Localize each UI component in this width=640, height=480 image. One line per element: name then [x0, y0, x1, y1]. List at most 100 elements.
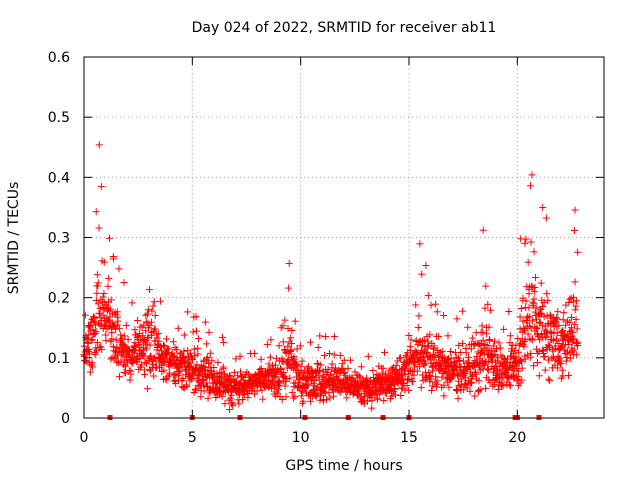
data-point — [282, 393, 290, 401]
data-point — [316, 332, 324, 340]
data-point — [166, 369, 174, 377]
data-point — [177, 349, 185, 357]
data-point — [417, 384, 425, 392]
data-point — [491, 337, 499, 345]
data-point — [271, 374, 279, 382]
data-point — [111, 347, 119, 355]
data-point — [168, 349, 176, 357]
data-point — [251, 349, 259, 357]
data-point — [189, 328, 197, 336]
data-point — [569, 336, 577, 344]
data-point — [490, 381, 498, 389]
data-point — [226, 406, 234, 414]
y-tick-label: 0 — [61, 411, 70, 427]
data-point — [229, 401, 237, 409]
data-point — [197, 393, 205, 401]
data-point — [494, 385, 502, 393]
data-point — [330, 351, 338, 359]
data-point — [537, 309, 545, 317]
data-point — [475, 387, 483, 395]
data-point — [142, 345, 150, 353]
data-point — [139, 332, 147, 340]
data-point — [133, 358, 141, 366]
y-axis-label: SRMTID / TECUs — [6, 182, 22, 295]
data-point — [415, 312, 423, 320]
data-point — [554, 308, 562, 316]
data-point — [476, 386, 484, 394]
data-point — [568, 313, 576, 321]
data-point — [368, 404, 376, 412]
data-point — [110, 322, 118, 330]
data-point — [94, 279, 102, 287]
data-point — [363, 397, 371, 405]
data-point — [365, 381, 373, 389]
data-point — [328, 360, 336, 368]
data-point — [146, 321, 154, 329]
data-point — [481, 304, 489, 312]
data-point — [373, 395, 381, 403]
data-point — [140, 352, 148, 360]
data-point — [571, 206, 579, 214]
data-point — [135, 340, 143, 348]
data-point — [146, 286, 154, 294]
data-point — [115, 325, 123, 333]
data-point — [413, 367, 421, 375]
data-point — [227, 394, 235, 402]
data-point — [568, 324, 576, 332]
data-point — [314, 360, 322, 368]
data-point — [569, 328, 577, 336]
chart-title: Day 024 of 2022, SRMTID for receiver ab1… — [192, 20, 497, 36]
data-point — [485, 323, 493, 331]
data-point — [405, 386, 413, 394]
data-point — [572, 315, 580, 323]
data-point — [236, 368, 244, 376]
data-point — [100, 258, 108, 266]
data-point — [412, 301, 420, 309]
data-point — [323, 396, 331, 404]
data-point — [531, 283, 539, 291]
data-point — [281, 316, 289, 324]
data-point — [416, 363, 424, 371]
data-point — [322, 333, 330, 341]
data-point — [525, 290, 533, 298]
data-point — [215, 384, 223, 392]
data-point — [275, 342, 283, 350]
data-point — [281, 382, 289, 390]
data-point — [291, 393, 299, 401]
data-point — [203, 355, 211, 363]
data-point — [115, 265, 123, 273]
data-point — [176, 367, 184, 375]
data-point — [93, 271, 101, 279]
data-points — [80, 141, 582, 414]
data-point — [99, 311, 107, 319]
data-point — [570, 226, 578, 234]
data-point — [113, 343, 121, 351]
data-point — [460, 386, 468, 394]
data-point — [550, 329, 558, 337]
data-point — [555, 322, 563, 330]
y-tick-label: 0.4 — [48, 170, 70, 186]
data-point — [292, 359, 300, 367]
data-point — [106, 234, 114, 242]
data-point — [191, 386, 199, 394]
data-point — [182, 381, 190, 389]
data-point — [443, 369, 451, 377]
data-point — [492, 345, 500, 353]
data-point — [464, 353, 472, 361]
data-point — [548, 354, 556, 362]
data-point — [459, 307, 467, 315]
data-point — [569, 298, 577, 306]
data-point — [422, 348, 430, 356]
data-point — [379, 364, 387, 372]
data-point — [351, 368, 359, 376]
data-point — [396, 354, 404, 362]
data-point — [558, 342, 566, 350]
data-point — [559, 316, 567, 324]
data-point — [520, 327, 528, 335]
data-point — [338, 360, 346, 368]
data-point — [500, 325, 508, 333]
data-point — [527, 324, 535, 332]
data-point — [529, 317, 537, 325]
data-point — [298, 392, 306, 400]
data-point — [483, 341, 491, 349]
